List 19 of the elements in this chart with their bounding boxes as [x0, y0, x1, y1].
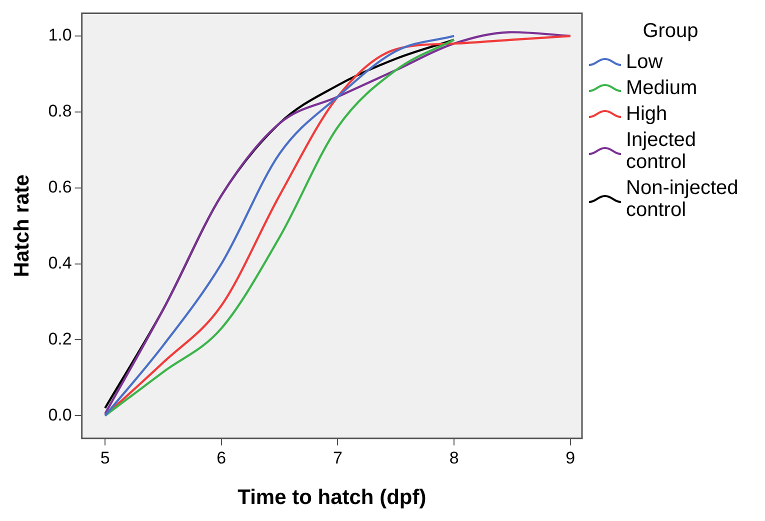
- legend-label: Low: [626, 51, 663, 73]
- legend-title: Group: [642, 20, 700, 43]
- legend-label: Non-injected control: [626, 177, 740, 221]
- y-tick-label: 0.2: [48, 329, 72, 348]
- x-tick-label: 5: [100, 448, 110, 468]
- legend-label: High: [626, 103, 668, 125]
- x-tick-label: 6: [216, 448, 226, 468]
- legend-label: Medium: [626, 77, 698, 99]
- x-tick-label: 9: [566, 448, 576, 468]
- y-tick-label: 0.0: [48, 405, 72, 424]
- x-tick-label: 8: [449, 448, 459, 468]
- y-tick-label: 0.4: [48, 253, 72, 272]
- y-axis-title: Hatch rate: [10, 174, 34, 278]
- y-tick-label: 0.6: [48, 178, 72, 197]
- legend-label: Injected control: [626, 129, 698, 173]
- y-tick-label: 1.0: [48, 26, 72, 45]
- x-axis-title: Time to hatch (dpf): [238, 486, 426, 510]
- y-tick-label: 0.8: [48, 102, 72, 121]
- x-tick-label: 7: [333, 448, 342, 468]
